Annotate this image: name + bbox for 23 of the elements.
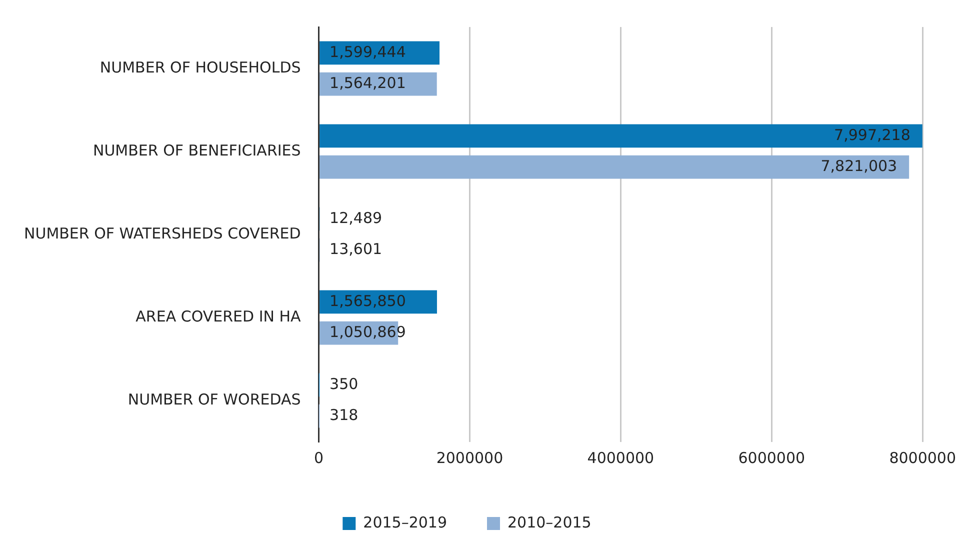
x-tick-label: 2000000 [436, 448, 504, 467]
data-label: 1,565,850 [330, 292, 406, 310]
y-tick-label: AREA COVERED IN HA [136, 307, 302, 326]
x-tick-label: 6000000 [738, 448, 806, 467]
x-tick-label: 0 [314, 448, 324, 467]
legend-label: 2015–2019 [363, 513, 448, 532]
bar [320, 124, 922, 148]
y-tick-label: NUMBER OF WOREDAS [128, 390, 301, 408]
data-label: 7,821,003 [820, 156, 898, 175]
y-tick-label: NUMBER OF HOUSEHOLDS [100, 58, 301, 76]
data-label: 7,997,218 [834, 126, 910, 144]
y-tick-label: NUMBER OF BENEFICIARIES [92, 141, 301, 160]
x-tick-label: 4000000 [587, 448, 654, 467]
y-tick-label: NUMBER OF WATERSHEDS COVERED [24, 224, 301, 242]
data-label: 1,599,444 [330, 42, 406, 61]
data-label: 12,489 [330, 208, 382, 227]
data-label: 318 [330, 406, 358, 424]
data-label: 13,601 [330, 240, 382, 258]
legend-label: 2010–2015 [508, 513, 592, 532]
data-label: 1,564,201 [330, 74, 406, 92]
x-tick-label: 8000000 [889, 448, 956, 467]
data-label: 350 [330, 374, 358, 393]
bar [320, 155, 910, 179]
